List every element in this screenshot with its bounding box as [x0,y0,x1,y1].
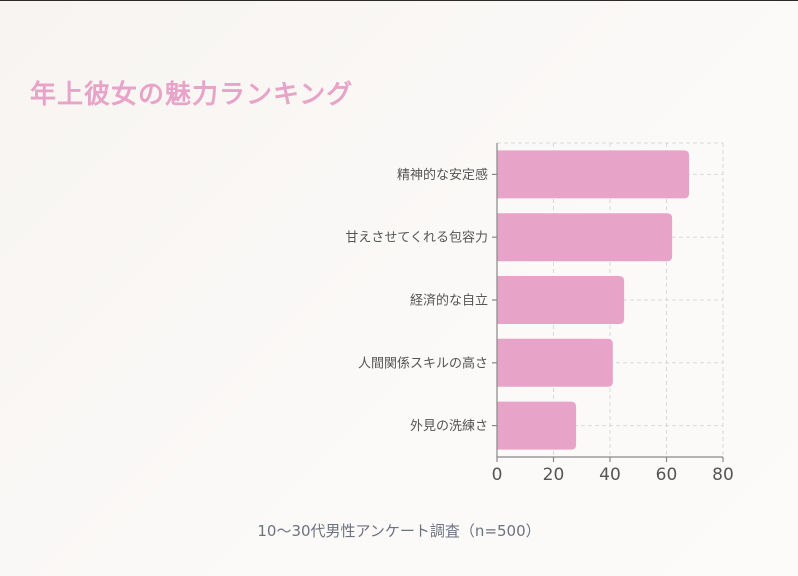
x-tick-label: 40 [599,465,621,485]
y-tick-label: 人間関係スキルの高さ [358,355,488,371]
x-tick-label: 60 [656,465,678,485]
x-tick-label: 20 [543,465,565,485]
bar [497,401,577,450]
top-border-line [0,0,798,1]
bar [497,276,625,324]
y-tick-label: 甘えさせてくれる包容力 [345,230,488,246]
y-tick-label: 精神的な安定感 [397,167,488,183]
y-tick-label: 経済的な自立 [410,293,488,309]
x-tick-label: 0 [492,465,503,485]
y-tick-label: 外見の洗練さ [410,419,488,434]
x-tick-label: 80 [712,465,734,485]
chart-subtitle: 10〜30代男性アンケート調査（n=500） [257,522,541,540]
chart-title: 年上彼女の魅力ランキング [30,80,354,110]
bar [497,150,690,199]
bar [497,213,673,262]
bar [497,338,613,387]
